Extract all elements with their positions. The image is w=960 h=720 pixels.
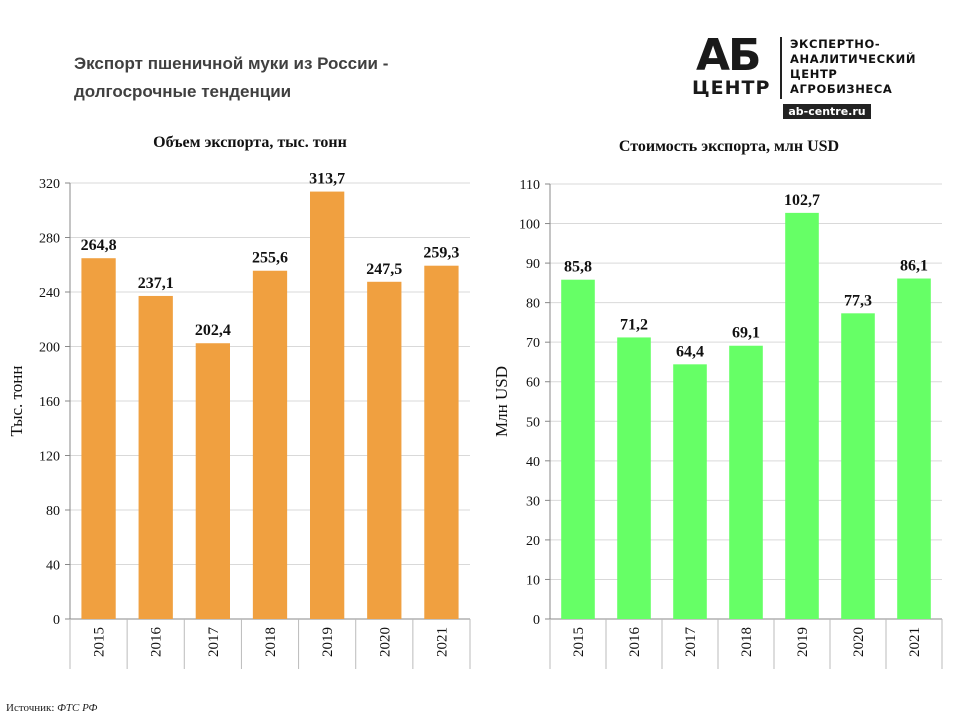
y-tick-label: 280 (39, 232, 60, 247)
x-tick-label: 2018 (263, 627, 279, 657)
y-tick-label: 120 (39, 450, 60, 465)
bar (617, 337, 651, 619)
y-tick-label: 0 (53, 613, 60, 628)
data-label: 64,4 (676, 343, 704, 360)
bar (310, 191, 345, 620)
y-tick-label: 10 (526, 573, 540, 588)
bar (785, 212, 819, 620)
y-tick-label: 200 (39, 341, 60, 356)
page-title-line1: Экспорт пшеничной муки из России - (74, 54, 389, 73)
source-label: Источник: (6, 702, 55, 714)
y-tick-label: 90 (526, 257, 540, 272)
data-label: 77,3 (844, 292, 872, 309)
x-tick-label: 2020 (851, 627, 867, 657)
logo-divider (780, 37, 782, 99)
y-tick-label: 80 (46, 504, 60, 519)
y-tick-label: 60 (526, 376, 540, 391)
ab-centre-logo: АБ ЦЕНТР ЭКСПЕРТНО- АНАЛИТИЧЕСКИЙ ЦЕНТР … (688, 30, 938, 121)
y-tick-label: 160 (39, 395, 60, 410)
logo-line: АГРОБИЗНЕСА (790, 82, 893, 96)
data-label: 69,1 (732, 325, 760, 342)
x-tick-label: 2020 (377, 627, 393, 657)
x-tick-label: 2018 (739, 627, 755, 657)
data-label: 264,8 (81, 237, 117, 254)
logo-mark-ab: АБ (696, 30, 762, 81)
bar (252, 270, 288, 619)
bar (138, 295, 173, 619)
y-tick-label: 110 (520, 178, 540, 193)
data-label: 255,6 (252, 250, 288, 267)
x-tick-label: 2019 (795, 627, 811, 657)
x-tick-label: 2015 (571, 627, 587, 657)
bar (367, 281, 402, 619)
x-tick-label: 2019 (320, 627, 336, 657)
data-label: 86,1 (900, 258, 928, 275)
x-tick-label: 2015 (92, 627, 108, 657)
y-axis-title: Тыс. тонн (7, 366, 26, 437)
y-tick-label: 30 (526, 494, 540, 509)
y-tick-label: 50 (526, 415, 540, 430)
bar (673, 364, 707, 619)
logo-line: ЦЕНТР (790, 67, 838, 81)
x-tick-label: 2017 (683, 627, 699, 658)
bar (424, 265, 459, 619)
data-label: 237,1 (138, 275, 174, 292)
y-tick-label: 40 (526, 455, 540, 470)
y-tick-label: 40 (46, 559, 60, 574)
y-tick-label: 320 (39, 177, 60, 192)
bar (561, 279, 595, 619)
x-tick-label: 2021 (434, 627, 450, 657)
data-label: 102,7 (784, 192, 820, 209)
data-label: 313,7 (309, 171, 345, 188)
chart-title: Стоимость экспорта, млн USD (619, 138, 839, 155)
y-tick-label: 0 (533, 613, 540, 628)
y-tick-label: 80 (526, 297, 540, 312)
y-axis-title: Млн USD (492, 366, 511, 437)
data-label: 85,8 (564, 259, 592, 276)
data-label: 202,4 (195, 322, 231, 339)
data-label: 259,3 (423, 245, 459, 262)
y-tick-label: 70 (526, 336, 540, 351)
x-tick-label: 2016 (627, 627, 643, 658)
logo-line: АНАЛИТИЧЕСКИЙ (790, 52, 917, 66)
chart-title: Объем экспорта, тыс. тонн (153, 134, 347, 151)
bar (81, 258, 116, 619)
y-tick-label: 20 (526, 534, 540, 549)
volume-chart: Объем экспорта, тыс. тонн 0 40 80 120 160 200 2… (7, 134, 471, 669)
x-tick-label: 2021 (907, 627, 923, 657)
source-value: ФТС РФ (57, 702, 98, 714)
x-tick-label: 2017 (206, 627, 222, 658)
y-tick-label: 240 (39, 286, 60, 301)
data-label: 247,5 (366, 261, 402, 278)
bar (897, 278, 931, 619)
y-tick-label: 100 (519, 218, 540, 233)
page-title-line2: долгосрочные тенденции (74, 82, 292, 101)
x-tick-label: 2016 (149, 627, 165, 658)
bar (195, 343, 230, 619)
logo-text: ЭКСПЕРТНО- АНАЛИТИЧЕСКИЙ ЦЕНТР АГРОБИЗНЕ… (790, 37, 916, 97)
bar (841, 313, 875, 619)
source-note: Источник: ФТС РФ (6, 702, 97, 714)
logo-mark-centr: ЦЕНТР (692, 77, 771, 99)
logo-site: ab-centre.ru (783, 104, 871, 119)
data-label: 71,2 (620, 316, 648, 333)
page-title: Экспорт пшеничной муки из России - долго… (74, 50, 494, 106)
bar (729, 345, 763, 619)
logo-line: ЭКСПЕРТНО- (790, 37, 881, 51)
